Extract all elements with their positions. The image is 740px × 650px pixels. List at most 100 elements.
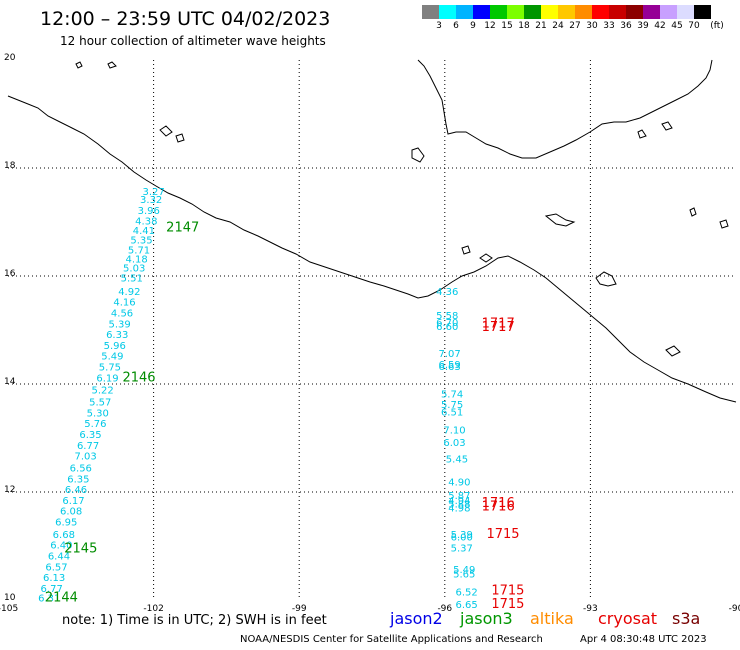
swh-value: 6.40 xyxy=(50,541,72,552)
swh-value: 5.75 xyxy=(99,363,121,374)
legend-swatch-7 xyxy=(541,5,558,19)
swh-value: 5.87 xyxy=(448,491,470,502)
swh-value: 4.98 xyxy=(448,503,470,514)
swh-value: 6.46 xyxy=(65,485,87,496)
swh-value: 4.56 xyxy=(111,309,133,320)
swh-value: 6.51 xyxy=(441,407,463,418)
swh-value: 5.39 xyxy=(451,530,473,541)
legend-label: 3 xyxy=(436,21,442,31)
island-d xyxy=(665,345,681,357)
legend-swatch-6 xyxy=(524,5,541,19)
island-e xyxy=(461,245,471,255)
island-i xyxy=(75,61,83,69)
legend-label: 39 xyxy=(637,21,649,31)
swh-value: 4.18 xyxy=(125,255,147,266)
coastline-mexico-pacific xyxy=(7,95,737,403)
swh-value: 5.58 xyxy=(436,311,458,322)
legend-swatch-14 xyxy=(660,5,677,19)
swh-value: 5.03 xyxy=(123,264,145,275)
legend-label: 33 xyxy=(603,21,615,31)
legend-label: 30 xyxy=(586,21,598,31)
y-tick-label: 18 xyxy=(4,161,16,171)
satellite-altika: altika xyxy=(530,609,574,628)
swh-value: 4.36 xyxy=(436,287,458,298)
map-title: 12:00 – 23:59 UTC 04/02/2023 xyxy=(40,8,331,30)
swh-value: 3.96 xyxy=(138,206,160,217)
legend-swatch-15 xyxy=(677,5,694,19)
swh-value: 6.65 xyxy=(456,600,478,611)
swh-value: 5.74 xyxy=(441,390,463,401)
island-l xyxy=(661,121,673,131)
swh-value: 5.39 xyxy=(108,319,130,330)
y-tick-label: 16 xyxy=(4,269,16,279)
swh-value: 5.45 xyxy=(446,454,468,465)
map-grid: -105 -102 -99 -96 -93 -90 20 18 16 14 12 10 xyxy=(0,53,740,614)
swh-value: 4.16 xyxy=(113,298,135,309)
legend-swatch-2 xyxy=(456,5,473,19)
legend-swatch-8 xyxy=(558,5,575,19)
satellite-jason2: jason2 xyxy=(390,609,443,628)
legend-swatch-1 xyxy=(439,5,456,19)
island-h xyxy=(175,133,185,143)
legend-label: 12 xyxy=(484,21,496,31)
swh-value: 4.90 xyxy=(448,478,470,489)
island-n xyxy=(719,219,729,229)
swh-value: 6.57 xyxy=(45,562,67,573)
swh-value: 6.77 xyxy=(77,441,99,452)
swh-value: 6.08 xyxy=(60,507,82,518)
swh-value: 6.17 xyxy=(62,496,84,507)
legend-swatch-11 xyxy=(609,5,626,19)
legend-label: 42 xyxy=(654,21,666,31)
x-tick-label: -102 xyxy=(143,604,163,614)
swh-value: 5.35 xyxy=(130,236,152,247)
time-label: 1715 xyxy=(491,597,524,612)
swh-value: 5.88 xyxy=(448,500,470,511)
legend-swatch-5 xyxy=(507,5,524,19)
swh-value: 6.63 xyxy=(439,362,461,373)
legend-label: 6 xyxy=(453,21,459,31)
swh-value: 6.35 xyxy=(67,474,89,485)
swh-value: 5.57 xyxy=(89,398,111,409)
footnote: note: 1) Time is in UTC; 2) SWH is in fe… xyxy=(62,613,327,628)
island-g xyxy=(159,125,173,137)
swh-value: 6.68 xyxy=(53,530,75,541)
x-tick-label: -90 xyxy=(729,604,740,614)
swh-value: 5.75 xyxy=(441,400,463,411)
swh-value: 6.33 xyxy=(106,330,128,341)
time-label: 2146 xyxy=(122,370,155,385)
island-k xyxy=(637,129,647,139)
generated-timestamp: Apr 4 08:30:48 UTC 2023 xyxy=(580,634,707,645)
swh-value: 5.30 xyxy=(87,408,109,419)
legend-label: 21 xyxy=(535,21,547,31)
swh-value: 6.03 xyxy=(443,438,465,449)
time-label: 2145 xyxy=(64,541,97,556)
swh-value: 3.27 xyxy=(142,187,164,198)
coastline xyxy=(7,59,737,403)
swh-value: 7.07 xyxy=(439,349,461,360)
legend-label: 18 xyxy=(518,21,530,31)
island-c xyxy=(595,271,617,287)
swh-value: 4.38 xyxy=(135,217,157,228)
legend-label: 24 xyxy=(552,21,564,31)
swh-value: 6.56 xyxy=(70,463,92,474)
legend-swatch-0 xyxy=(422,5,439,19)
legend-swatch-4 xyxy=(490,5,507,19)
swh-value: 5.71 xyxy=(128,245,150,256)
legend-swatch-10 xyxy=(592,5,609,19)
time-label: 1716 xyxy=(482,499,515,514)
time-label: 1717 xyxy=(482,316,515,331)
time-label: 1717 xyxy=(482,320,515,335)
swh-value: 4.41 xyxy=(133,226,155,237)
y-tick-label: 14 xyxy=(4,377,16,387)
swh-value: 6.13 xyxy=(43,573,65,584)
swh-value: 5.76 xyxy=(84,419,106,430)
swh-value: 6.44 xyxy=(48,552,70,563)
time-label: 1715 xyxy=(486,527,519,542)
satellite-cryosat: cryosat xyxy=(598,609,658,628)
swh-value: 6.31 xyxy=(38,594,60,605)
swh-value: 6.52 xyxy=(456,588,478,599)
y-tick-label: 20 xyxy=(4,53,16,63)
swh-value: 5.51 xyxy=(121,273,143,284)
color-legend xyxy=(422,5,711,19)
credit-line: NOAA/NESDIS Center for Satellite Applica… xyxy=(240,634,543,645)
